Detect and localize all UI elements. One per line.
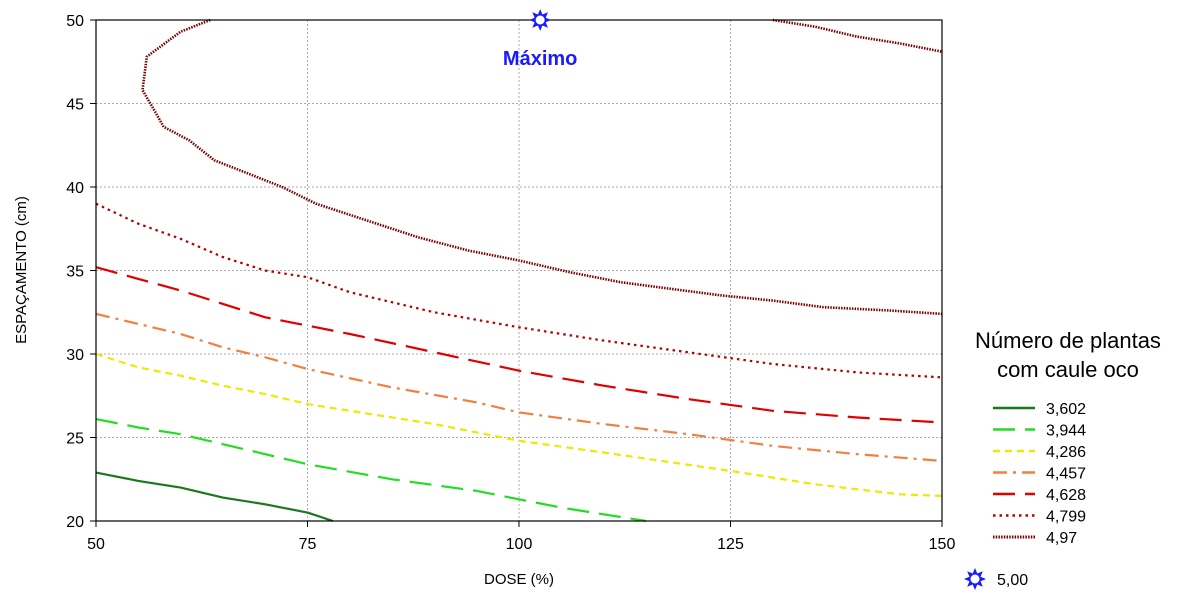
x-axis-ticks: 50 75 100 125 150 [87,521,955,553]
y-tick-label: 30 [66,347,84,364]
y-tick-label: 40 [66,180,84,197]
contour-line-4-799 [95,202,943,379]
legend-label: 3,602 [1046,401,1086,418]
contour-line-3-944 [95,418,647,523]
legend-label: 4,97 [1046,530,1077,547]
x-tick-label: 100 [506,536,533,553]
y-axis-ticks: 20 25 30 35 40 45 50 [66,13,96,531]
maximo-annotation: Máximo [503,48,577,70]
grid [96,20,942,521]
legend-label: 4,457 [1046,466,1086,483]
legend-label: 4,628 [1046,487,1086,504]
legend-title-line-2: com caule oco [997,357,1139,382]
contour-line-3-602 [95,471,334,523]
x-tick-label: 75 [299,536,317,553]
legend-label: 4,799 [1046,509,1086,526]
y-tick-label: 25 [66,431,84,448]
markers [529,9,552,31]
legend-entries: 3,602 3,944 4,286 4,457 4,628 4,799 4,97 5,00 [964,401,1086,590]
contour-lines [95,18,943,523]
legend-title-line-1: Número de plantas [975,328,1161,353]
legend-label: 4,286 [1046,444,1086,461]
y-tick-label: 45 [66,97,84,114]
legend: Número de plantas com caule oco 3,602 3,9… [964,328,1161,590]
x-axis-label: DOSE (%) [484,571,554,588]
y-tick-label: 50 [66,13,84,30]
y-tick-label: 35 [66,264,84,281]
legend-label-marker: 5,00 [997,572,1028,589]
contour-line-4-97 [141,18,943,316]
x-tick-label: 50 [87,536,105,553]
x-tick-label: 150 [929,536,956,553]
contour-line-4-628 [95,266,943,424]
star-marker [529,9,552,31]
y-axis-label: ESPAÇAMENTO (cm) [13,196,30,344]
legend-label: 3,944 [1046,423,1086,440]
y-tick-label: 20 [66,514,84,531]
contour-line-4-97-upper [772,18,943,53]
star-marker [964,568,986,590]
contour-line-4-457 [95,312,943,462]
x-tick-label: 125 [717,536,744,553]
annotations: Máximo [503,48,577,70]
contour-line-4-286 [95,352,943,497]
